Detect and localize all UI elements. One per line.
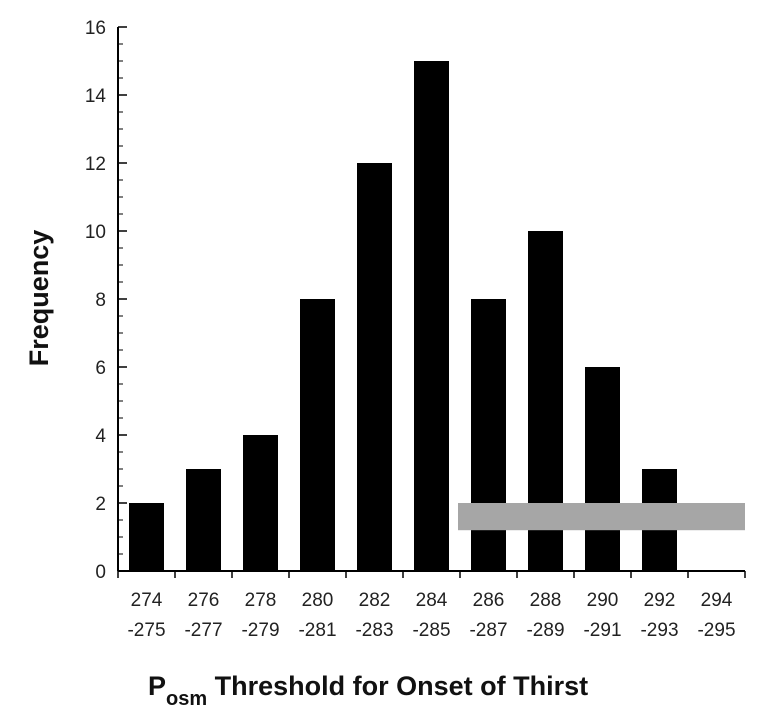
x-label-0-line1: 274 (131, 590, 163, 611)
y-tick-label-4: 4 (95, 426, 106, 447)
bar-4 (357, 163, 392, 571)
y-tick-label-2: 2 (95, 494, 106, 515)
y-tick-label-16: 16 (85, 18, 106, 39)
bar-3 (300, 299, 335, 571)
x-label-9-line2: -293 (640, 620, 678, 641)
x-label-2-line2: -279 (241, 620, 279, 641)
x-label-3-line2: -281 (298, 620, 336, 641)
x-axis-title-rest: Threshold for Onset of Thirst (207, 671, 588, 701)
bar-5 (414, 61, 449, 571)
x-axis-title-subscript: osm (166, 688, 207, 710)
y-tick-label-8: 8 (95, 290, 106, 311)
highlight-band (458, 503, 745, 531)
x-label-1-line2: -277 (184, 620, 222, 641)
x-label-8-line2: -291 (583, 620, 621, 641)
x-label-4-line2: -283 (355, 620, 393, 641)
bar-0 (129, 503, 164, 571)
x-label-4-line1: 282 (359, 590, 391, 611)
x-label-0-line2: -275 (127, 620, 165, 641)
y-tick-label-10: 10 (85, 222, 106, 243)
x-label-1-line1: 276 (188, 590, 220, 611)
x-label-5-line1: 284 (416, 590, 448, 611)
x-label-8-line1: 290 (587, 590, 619, 611)
y-axis-title: Frequency (24, 230, 54, 367)
x-axis-title-main: P (148, 671, 166, 701)
x-label-10-line1: 294 (701, 590, 733, 611)
bar-1 (186, 469, 221, 571)
y-ticks-group: 0 2 4 6 8 10 12 14 16 (85, 18, 127, 583)
x-label-2-line1: 278 (245, 590, 277, 611)
x-label-6-line1: 286 (473, 590, 505, 611)
bars-group (129, 61, 677, 571)
bar-8 (585, 367, 620, 571)
x-category-labels: 274 -275 276 -277 278 -279 280 -281 282 -283 284 -2… (127, 590, 735, 641)
x-label-9-line1: 292 (644, 590, 676, 611)
y-tick-label-6: 6 (95, 358, 106, 379)
y-tick-label-14: 14 (85, 86, 107, 107)
x-label-3-line1: 280 (302, 590, 334, 611)
x-axis-title: Posm Threshold for Onset of Thirst (148, 671, 588, 710)
y-tick-label-12: 12 (85, 154, 106, 175)
x-label-7-line2: -289 (526, 620, 564, 641)
y-tick-label-0: 0 (95, 562, 106, 583)
bar-2 (243, 435, 278, 571)
x-label-10-line2: -295 (697, 620, 735, 641)
x-label-7-line1: 288 (530, 590, 562, 611)
x-label-6-line2: -287 (469, 620, 507, 641)
x-label-5-line2: -285 (412, 620, 450, 641)
